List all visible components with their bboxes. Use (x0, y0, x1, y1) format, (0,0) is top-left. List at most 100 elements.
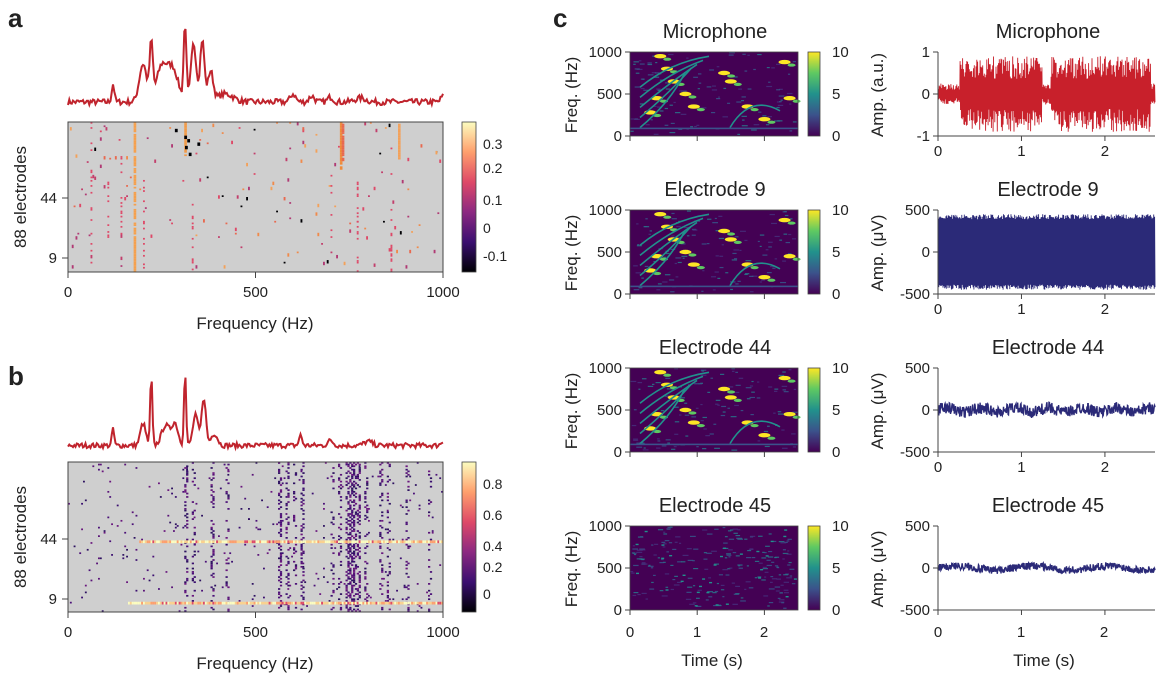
spectrogram-texture (632, 594, 637, 597)
spectrogram-texture (647, 63, 653, 66)
spectrogram-contour (639, 221, 698, 267)
panel-b-cell (287, 588, 290, 590)
spectrogram-speck (702, 578, 706, 580)
spectrogram-texture (687, 577, 693, 579)
panel-a-column-cell (143, 243, 145, 245)
panel-a-column-cell (133, 248, 137, 250)
panel-a-cell (364, 122, 367, 126)
spectrogram-texture (674, 368, 679, 370)
panel-b-column-cell (225, 501, 228, 503)
spectrogram-texture (749, 275, 754, 277)
panel-a-column-cell (341, 137, 345, 140)
panel-b-column-cell (287, 581, 290, 584)
spectrogram-texture (641, 562, 646, 564)
spectrogram-texture (754, 560, 760, 562)
panel-b-cell (401, 506, 404, 509)
panel-b-cell (287, 557, 290, 560)
panel-b-cell (240, 485, 243, 488)
spectrogram-texture (741, 96, 746, 98)
panel-a-column-cell (341, 154, 345, 157)
panel-b-column-cell (364, 501, 367, 503)
spectrogram-texture (630, 570, 634, 573)
panel-b-column-cell (300, 557, 303, 560)
panel-b-column-cell (210, 555, 213, 558)
panel-b-column-cell (210, 545, 213, 548)
spectrogram-texture (636, 446, 643, 448)
panel-b-cell (384, 600, 387, 602)
panel-b-column-cell (302, 487, 305, 490)
panel-b-highlight-row-cell (182, 601, 185, 605)
panel-b-column-cell (339, 496, 343, 498)
panel-b-highlight-row-cell (257, 601, 260, 605)
panel-b-column-cell (278, 462, 281, 464)
panel-b-column-cell (356, 509, 359, 512)
panel-b-column-cell (405, 598, 408, 601)
panel-b-column-cell (347, 591, 350, 594)
panel-b-column-cell (212, 548, 215, 551)
panel-b-column-cell (338, 490, 341, 493)
panel-b-column-cell (405, 564, 408, 566)
spectrogram-speck (723, 547, 727, 549)
panel-b-column-cell (358, 506, 361, 509)
panel-a-cell (92, 174, 95, 179)
waveform-ylabel-microphone: Amp. (a.u.) (868, 53, 887, 137)
panel-b-column-cell (429, 485, 433, 488)
panel-b-column-cell (386, 511, 389, 514)
panel-b-highlight-row-cell (289, 540, 292, 544)
panel-b-highlight-row-cell (386, 601, 389, 605)
panel-b-cell (219, 487, 222, 490)
panel-b-highlight-row-cell (264, 601, 267, 605)
panel-b-column-cell (339, 550, 343, 553)
panel-b-column-cell (279, 535, 283, 537)
panel-b-highlight-row-cell (347, 540, 350, 544)
panel-b-column-cell (347, 608, 350, 611)
panel-b-column-cell (227, 528, 230, 531)
panel-a-column-cell (133, 227, 137, 230)
panel-a-column-cell (339, 132, 343, 134)
spectrogram-speck (644, 530, 648, 533)
spectrogram-title-microphone: Microphone (663, 21, 768, 43)
panel-b-highlight-row-cell (413, 601, 415, 605)
spectrogram-texture (660, 410, 665, 412)
spectrogram-texture (637, 381, 643, 384)
spectrogram-harmonic (724, 79, 737, 84)
panel-b-cell (384, 528, 387, 531)
panel-a-column-cell (398, 145, 401, 148)
panel-a-column-cell (341, 125, 345, 128)
panel-b-column-cell (339, 473, 343, 476)
panel-b-column-cell (186, 480, 189, 483)
panel-b-column-cell (225, 490, 228, 493)
spectrogram-texture (766, 564, 772, 567)
panel-b-column-cell (349, 571, 352, 573)
panel-b-column-cell (278, 508, 281, 510)
spectrogram-speck (698, 585, 702, 588)
spectrogram-texture (669, 526, 673, 528)
panel-a-cell (334, 205, 337, 208)
panel-b-cell (126, 581, 128, 584)
panel-b-highlight-row-cell (326, 540, 329, 544)
panel-b-cell (169, 521, 172, 524)
panel-b-cell (107, 467, 110, 469)
panel-b-highlight-row-cell (424, 601, 427, 605)
panel-b-highlight-row-cell (362, 601, 365, 605)
spectrogram-texture (637, 593, 641, 596)
panel-b-column-cell (294, 574, 298, 577)
panel-b-highlight-row-cell (244, 601, 247, 605)
panel-b-highlight-row-cell (278, 540, 280, 544)
panel-a-colorbar-label-0.3: 0.3 (483, 136, 503, 152)
panel-b-column-cell (225, 584, 228, 587)
panel-a-cell (139, 188, 142, 191)
panel-b-column-cell (388, 548, 391, 551)
panel-a-column-cell (398, 140, 401, 143)
panel-b-highlight-row-cell (259, 601, 262, 605)
panel-b-column-cell (386, 555, 389, 558)
waveform-ytick-label: 0 (922, 402, 930, 419)
spectrogram-texture (737, 529, 741, 531)
panel-b-highlight-row-cell (308, 540, 310, 544)
panel-b-column-cell (338, 554, 341, 556)
panel-b-column-cell (379, 504, 382, 507)
spectrogram-texture (719, 266, 724, 269)
spectrogram-texture (789, 218, 793, 220)
panel-b-highlight-row-cell (399, 540, 402, 544)
panel-b-highlight-row-cell (135, 601, 138, 605)
